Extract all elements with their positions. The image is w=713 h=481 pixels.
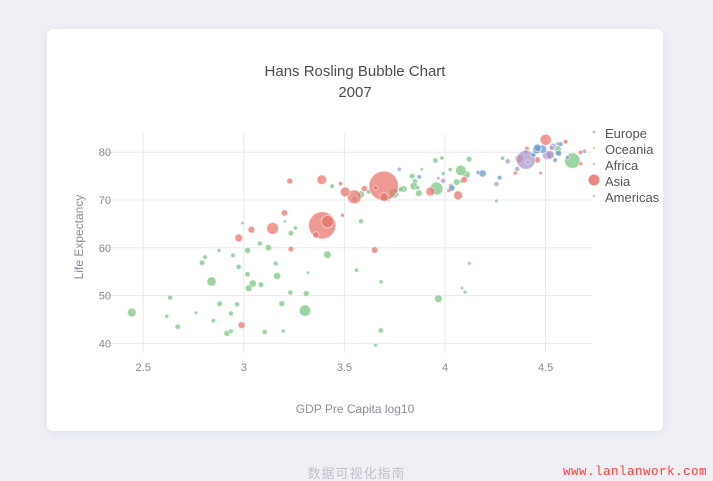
- svg-text:70: 70: [99, 195, 111, 207]
- svg-text:40: 40: [99, 338, 111, 350]
- svg-text:50: 50: [99, 291, 111, 303]
- svg-text:80: 80: [99, 147, 111, 159]
- svg-text:3.5: 3.5: [337, 362, 352, 374]
- svg-text:4.5: 4.5: [538, 362, 553, 374]
- svg-text:2.5: 2.5: [136, 362, 151, 374]
- svg-text:60: 60: [99, 243, 111, 255]
- svg-text:4: 4: [442, 362, 448, 374]
- svg-text:3: 3: [241, 362, 247, 374]
